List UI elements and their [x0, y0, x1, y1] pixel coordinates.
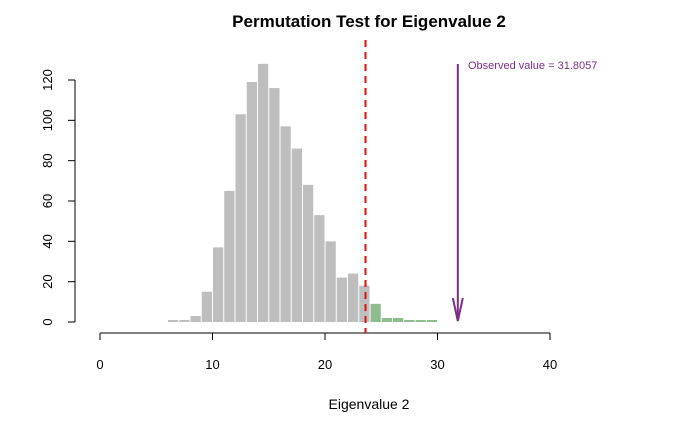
- histogram-bar: [325, 241, 336, 322]
- histogram-bar: [190, 315, 201, 322]
- x-tick-label: 20: [318, 357, 332, 372]
- observed-value-arrow: [451, 64, 464, 322]
- histogram-bar: [404, 319, 415, 322]
- histogram-bar: [291, 148, 302, 322]
- histogram-bar: [426, 319, 437, 322]
- bars-group: [168, 63, 437, 323]
- histogram-bar: [168, 319, 179, 322]
- histogram-bar: [213, 247, 224, 322]
- y-tick-label: 20: [40, 274, 55, 288]
- histogram-bar: [280, 126, 291, 322]
- histogram-bar: [246, 82, 257, 323]
- histogram-bar: [348, 273, 359, 322]
- histogram-bar: [415, 319, 426, 322]
- histogram-bar: [269, 88, 280, 322]
- y-tick-label: 80: [40, 153, 55, 167]
- histogram-bar: [381, 317, 392, 322]
- observed-value-label: Observed value = 31.8057: [468, 60, 597, 72]
- y-tick-label: 100: [40, 109, 55, 131]
- x-tick-label: 0: [96, 357, 103, 372]
- y-tick-label: 0: [40, 318, 55, 325]
- histogram-bar: [258, 63, 269, 322]
- histogram-bar: [303, 184, 314, 322]
- histogram-bar: [179, 319, 190, 322]
- x-tick-label: 30: [430, 357, 444, 372]
- histogram-bar: [336, 277, 347, 322]
- x-tick-label: 10: [205, 357, 219, 372]
- histogram-bar: [224, 190, 235, 322]
- histogram-bar: [359, 285, 370, 322]
- y-tick-label: 120: [40, 69, 55, 91]
- histogram-bar: [201, 291, 212, 322]
- x-axis-label: Eigenvalue 2: [329, 396, 410, 412]
- histogram-bar: [370, 303, 381, 322]
- y-axis: 0 20 40 60 80 100 120: [40, 69, 76, 326]
- x-tick-label: 40: [543, 357, 557, 372]
- y-tick-label: 40: [40, 234, 55, 248]
- arrow-head: [451, 297, 464, 322]
- chart-title: Permutation Test for Eigenvalue 2: [232, 12, 506, 31]
- y-tick-label: 60: [40, 194, 55, 208]
- histogram-bar: [393, 317, 404, 322]
- histogram-bar: [314, 215, 325, 322]
- x-axis: 0 10 20 30 40: [96, 332, 557, 372]
- histogram-bar: [235, 114, 246, 323]
